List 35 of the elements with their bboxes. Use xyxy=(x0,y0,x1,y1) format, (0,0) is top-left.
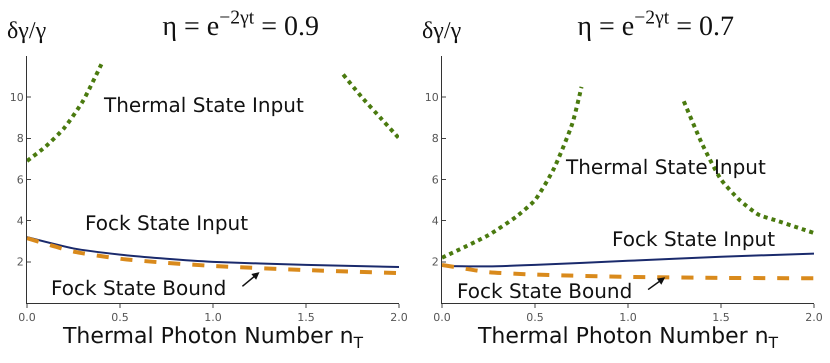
x-tick-label: 2.0 xyxy=(805,311,823,324)
y-axis-title: δγ/γ xyxy=(422,18,462,44)
x-tick-label: 0.0 xyxy=(433,311,451,324)
y-tick-label: 2 xyxy=(16,256,24,269)
x-tick-label: 0.0 xyxy=(18,311,36,324)
x-axis-title: Thermal Photon Number n$_{T}$ xyxy=(62,324,364,352)
y-tick-label: 10 xyxy=(10,91,24,104)
x-tick-label: 1.0 xyxy=(204,311,222,324)
y-tick-label: 10 xyxy=(424,91,439,104)
chart-title: η = e$^{−2γt}$ = 0.7 xyxy=(577,7,734,42)
x-tick-label: 1.0 xyxy=(619,311,637,324)
line-series xyxy=(27,236,399,268)
series-label: Fock State Bound xyxy=(457,279,632,303)
series-label: Fock State Bound xyxy=(51,276,226,300)
series-label: Thermal State Input xyxy=(103,93,304,117)
series-label: Fock State Input xyxy=(612,227,776,251)
line-series xyxy=(27,236,399,276)
y-tick-label: 6 xyxy=(16,173,24,186)
y-tick-label: 4 xyxy=(432,214,439,228)
x-axis-title: Thermal Photon Number n$_{T}$ xyxy=(476,324,779,352)
x-tick-label: 1.5 xyxy=(712,311,730,324)
series-label: Thermal State Input xyxy=(565,155,766,179)
y-axis-title: δγ/γ xyxy=(7,18,47,44)
x-tick-label: 2.0 xyxy=(390,311,408,324)
x-tick-label: 0.5 xyxy=(111,311,129,324)
line-series xyxy=(442,262,814,280)
y-tick-label: 6 xyxy=(432,173,439,186)
chart-title: η = e$^{−2γt}$ = 0.9 xyxy=(162,7,320,42)
y-tick-label: 4 xyxy=(16,214,24,228)
y-tick-label: 2 xyxy=(432,256,439,269)
x-tick-label: 0.5 xyxy=(526,311,544,324)
x-tick-label: 1.5 xyxy=(297,311,315,324)
series-label: Fock State Input xyxy=(85,211,248,235)
y-tick-label: 8 xyxy=(16,132,24,146)
y-tick-label: 8 xyxy=(432,132,439,146)
